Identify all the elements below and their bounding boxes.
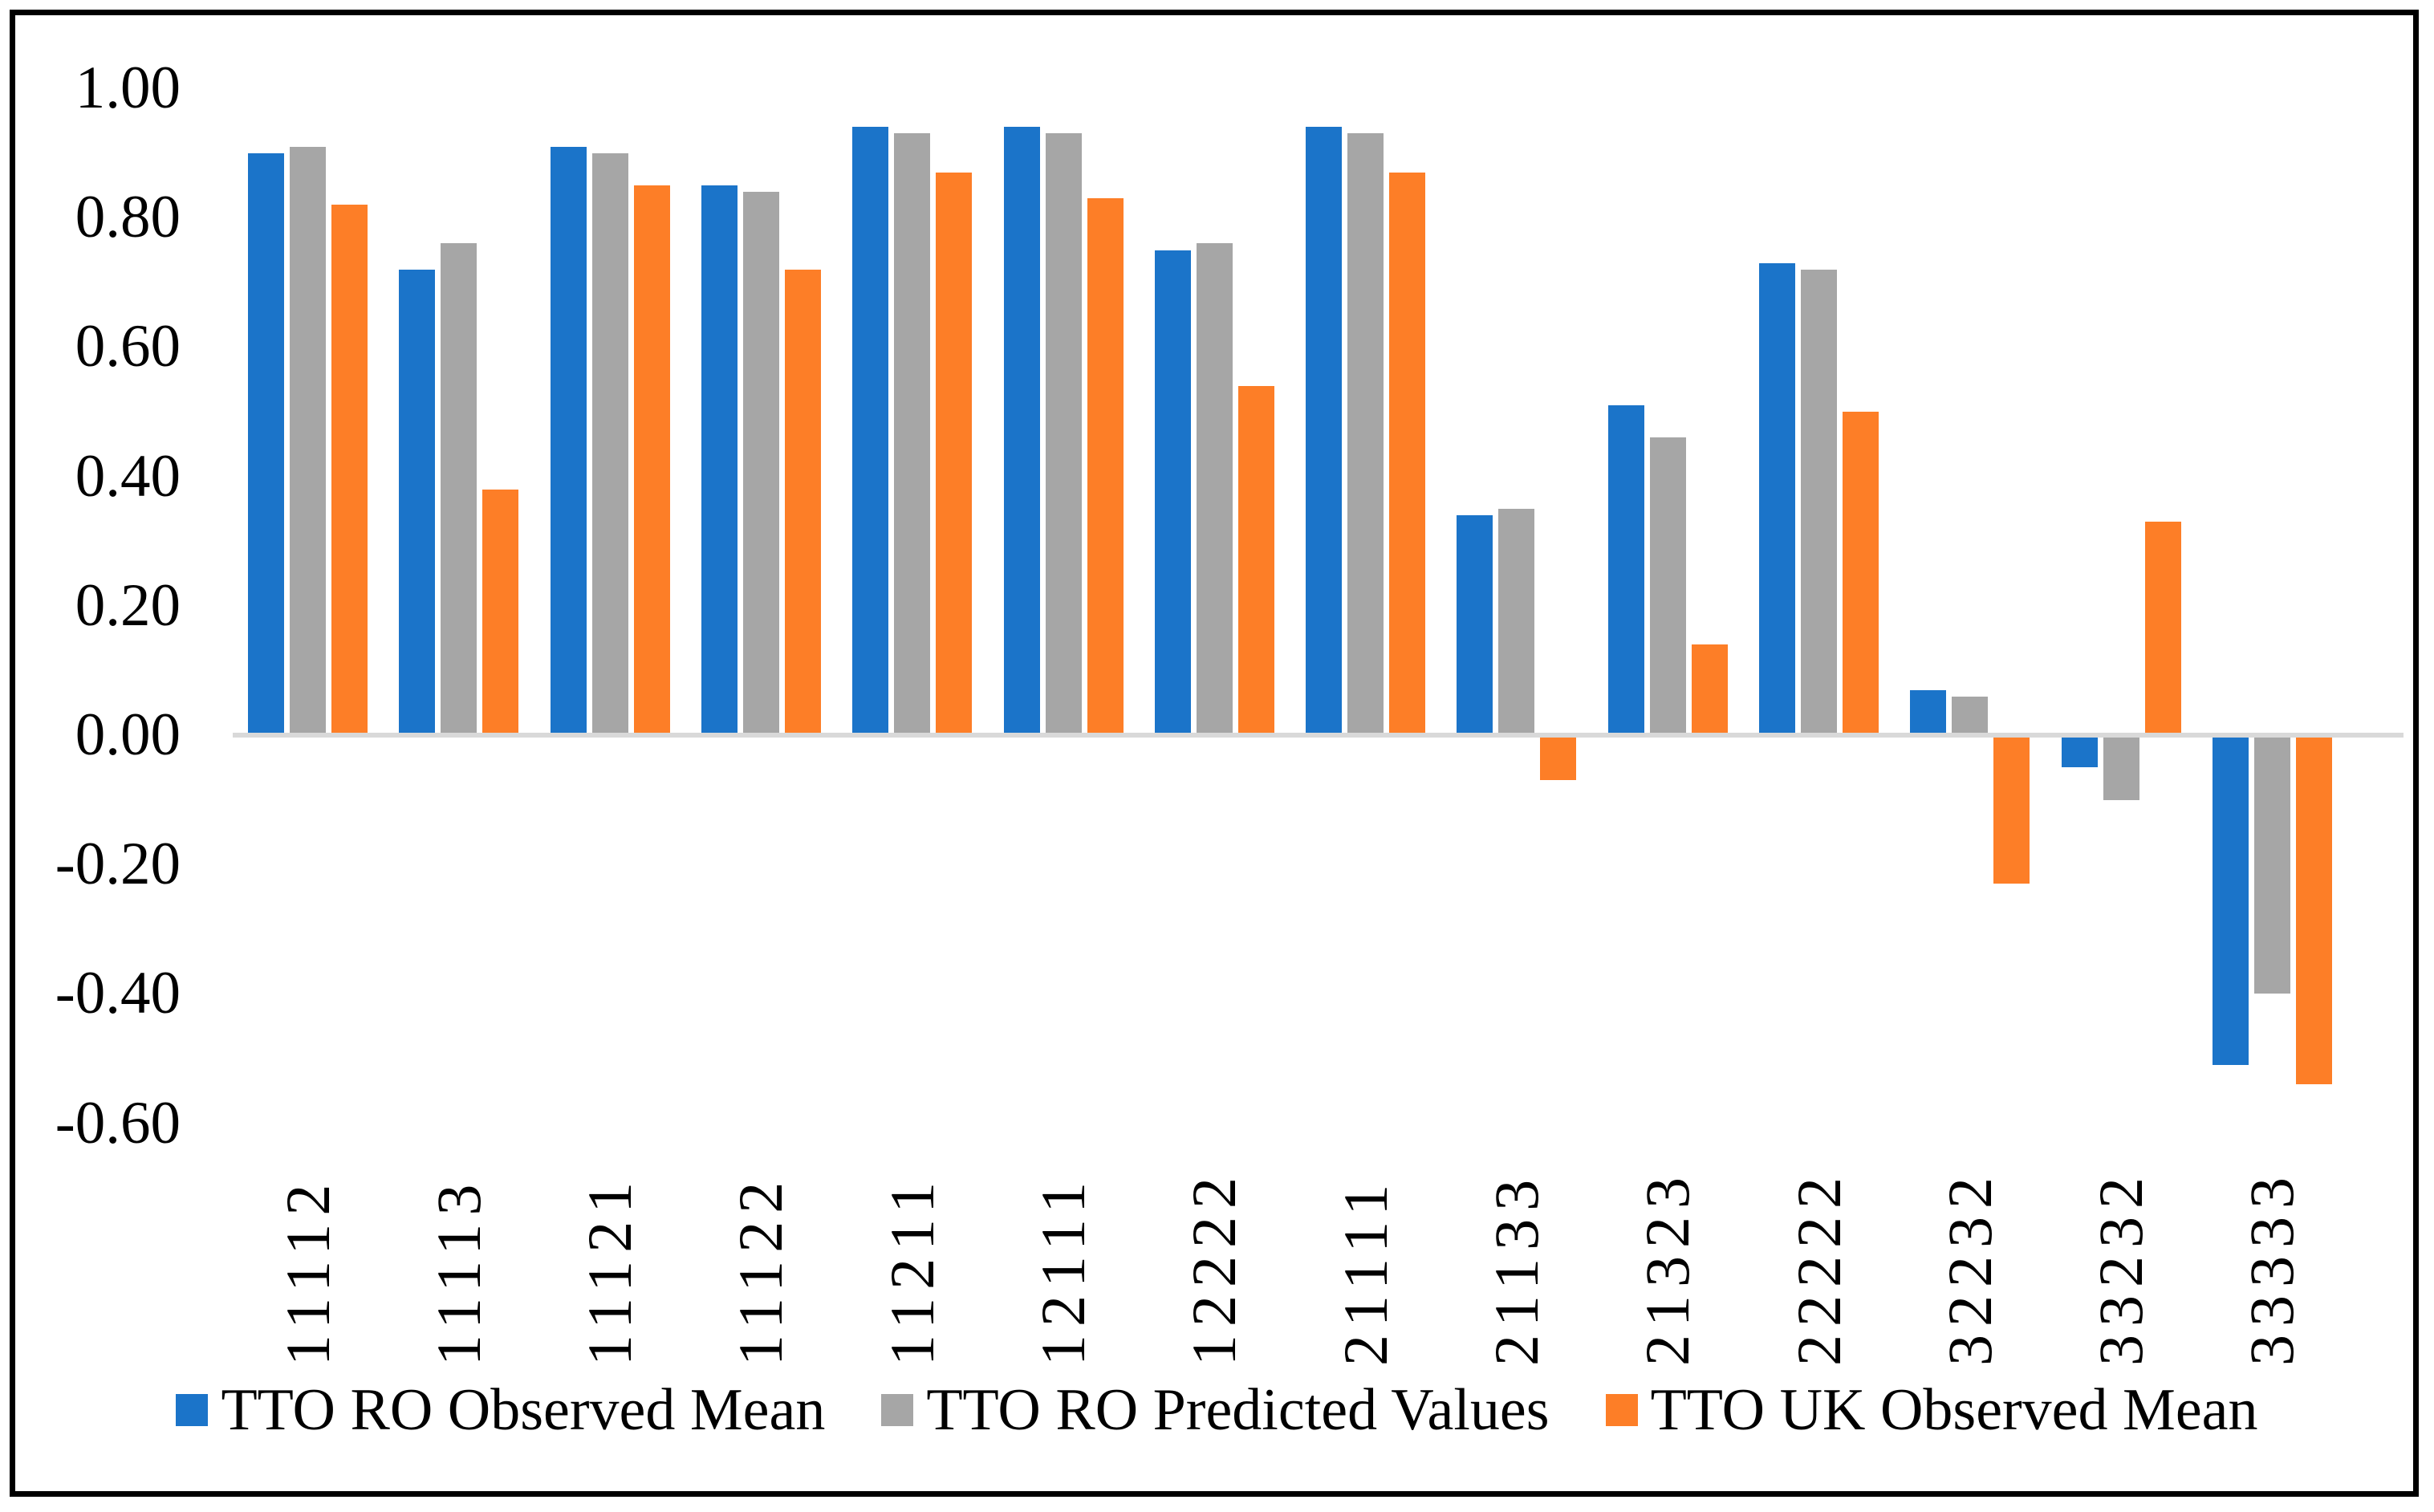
bar-blue-11211 [852, 127, 889, 733]
bar-blue-22222 [1759, 262, 1795, 733]
x-tick-label-21133: 21133 [1481, 1171, 1551, 1366]
y-tick-label: 0.00 [75, 701, 181, 768]
y-tick-label: 1.00 [75, 55, 181, 121]
y-tick-label: -0.20 [55, 831, 181, 898]
bar-gray-11122 [742, 191, 779, 733]
bar-blue-21323 [1607, 404, 1644, 733]
x-tick-label-11121: 11121 [575, 1173, 645, 1366]
x-tick-label-11112: 11112 [272, 1176, 343, 1366]
bar-orange-11113 [482, 489, 519, 733]
x-tick-label-22222: 22222 [1783, 1169, 1854, 1366]
bar-gray-12111 [1045, 133, 1082, 733]
bar-orange-12222 [1237, 385, 1274, 733]
y-tick-label: -0.60 [55, 1089, 181, 1156]
y-tick-label: 0.20 [75, 571, 181, 639]
bar-gray-11121 [591, 152, 628, 733]
legend-label: TTO RO Predicted Values [926, 1377, 1550, 1443]
legend-swatch-orange [1605, 1394, 1638, 1426]
legend-item-tto-uk-observed-mean: TTO UK Observed Mean [1605, 1374, 2258, 1446]
x-tick-label-12111: 12111 [1028, 1173, 1098, 1366]
bar-orange-32232 [1993, 738, 2030, 884]
bar-blue-12222 [1154, 250, 1191, 733]
bar-gray-22222 [1801, 269, 1837, 733]
x-tick-label-11122: 11122 [725, 1173, 796, 1366]
bar-blue-21133 [1457, 514, 1493, 733]
bar-orange-22222 [1843, 412, 1879, 733]
bar-orange-11211 [936, 172, 973, 733]
bar-gray-33232 [2103, 738, 2139, 800]
y-tick-label: 0.40 [75, 442, 181, 510]
x-tick-label-21323: 21323 [1632, 1169, 1703, 1366]
bar-gray-12222 [1196, 243, 1233, 733]
bar-gray-21111 [1347, 133, 1384, 733]
legend-item-tto-ro-observed-mean: TTO RO Observed Mean [176, 1374, 825, 1446]
legend-label: TTO UK Observed Mean [1650, 1377, 2258, 1443]
bar-gray-11113 [441, 243, 477, 733]
bar-blue-12111 [1003, 127, 1040, 733]
bar-gray-33333 [2253, 738, 2290, 994]
bar-orange-11112 [331, 205, 368, 733]
bar-blue-11121 [550, 146, 587, 733]
bar-orange-11121 [633, 185, 670, 733]
bar-gray-11211 [894, 133, 931, 733]
bar-gray-21133 [1498, 508, 1535, 733]
y-tick-label: 0.60 [75, 313, 181, 380]
bar-orange-33232 [2144, 522, 2181, 733]
bar-blue-21111 [1306, 127, 1343, 733]
legend: TTO RO Observed Mean TTO RO Predicted Va… [0, 1374, 2434, 1446]
x-tick-label-32232: 32232 [1934, 1169, 2005, 1366]
bar-blue-32232 [1910, 689, 1947, 733]
bar-gray-32232 [1952, 696, 1989, 733]
x-tick-label-12222: 12222 [1179, 1169, 1250, 1366]
bar-orange-21111 [1389, 172, 1426, 733]
bar-blue-33232 [2061, 738, 2098, 768]
bar-orange-21133 [1540, 738, 1577, 781]
bar-gray-11112 [290, 146, 326, 733]
y-tick-label: -0.40 [55, 960, 181, 1027]
x-tick-label-33232: 33232 [2086, 1169, 2156, 1366]
bar-gray-21323 [1649, 437, 1686, 733]
bar-blue-11113 [399, 269, 436, 733]
x-tick-label-33333: 33333 [2237, 1169, 2307, 1366]
legend-swatch-blue [176, 1394, 209, 1426]
chart-frame [10, 10, 2419, 1497]
bar-orange-12111 [1087, 198, 1124, 733]
bar-orange-21323 [1691, 644, 1728, 733]
x-tick-label-11211: 11211 [876, 1173, 947, 1366]
bar-orange-33333 [2295, 738, 2332, 1085]
x-tick-label-21111: 21111 [1330, 1176, 1400, 1366]
legend-swatch-gray [881, 1394, 914, 1426]
legend-label: TTO RO Observed Mean [221, 1377, 826, 1443]
x-tick-label-11113: 11113 [423, 1176, 494, 1366]
y-tick-label: 0.80 [75, 184, 181, 251]
x-axis-baseline [233, 733, 2404, 738]
legend-item-tto-ro-predicted-values: TTO RO Predicted Values [881, 1374, 1550, 1446]
bar-blue-11122 [701, 185, 738, 733]
bar-blue-11112 [248, 152, 284, 733]
bar-blue-33333 [2212, 738, 2249, 1066]
bar-orange-11122 [784, 269, 821, 733]
